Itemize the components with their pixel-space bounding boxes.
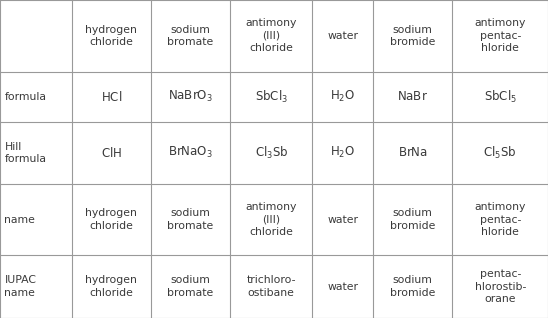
Text: $\mathrm{SbCl_5}$: $\mathrm{SbCl_5}$ — [484, 89, 517, 105]
Text: $\mathrm{NaBr}$: $\mathrm{NaBr}$ — [397, 90, 429, 103]
Text: name: name — [4, 215, 35, 225]
Text: hydrogen
chloride: hydrogen chloride — [85, 275, 138, 298]
Text: $\mathrm{SbCl_3}$: $\mathrm{SbCl_3}$ — [255, 89, 288, 105]
Text: Hill
formula: Hill formula — [4, 142, 47, 164]
Text: pentac-
hlorostib-
orane: pentac- hlorostib- orane — [475, 269, 526, 304]
Text: sodium
bromide: sodium bromide — [390, 275, 436, 298]
Text: $\mathrm{H_2O}$: $\mathrm{H_2O}$ — [330, 89, 356, 104]
Text: water: water — [327, 215, 358, 225]
Text: formula: formula — [4, 92, 47, 102]
Text: $\mathrm{Cl_5Sb}$: $\mathrm{Cl_5Sb}$ — [483, 145, 517, 161]
Text: sodium
bromate: sodium bromate — [168, 208, 214, 231]
Text: water: water — [327, 282, 358, 292]
Text: $\mathrm{HCl}$: $\mathrm{HCl}$ — [101, 90, 122, 104]
Text: hydrogen
chloride: hydrogen chloride — [85, 208, 138, 231]
Text: antimony
pentac-
hloride: antimony pentac- hloride — [475, 18, 526, 53]
Text: sodium
bromide: sodium bromide — [390, 208, 436, 231]
Text: sodium
bromide: sodium bromide — [390, 24, 436, 47]
Text: trichloro-
ostibane: trichloro- ostibane — [247, 275, 296, 298]
Text: $\mathrm{H_2O}$: $\mathrm{H_2O}$ — [330, 145, 356, 160]
Text: sodium
bromate: sodium bromate — [168, 24, 214, 47]
Text: IUPAC
name: IUPAC name — [4, 275, 36, 298]
Text: antimony
(III)
chloride: antimony (III) chloride — [246, 202, 297, 237]
Text: water: water — [327, 31, 358, 41]
Text: sodium
bromate: sodium bromate — [168, 275, 214, 298]
Text: $\mathrm{NaBrO_3}$: $\mathrm{NaBrO_3}$ — [168, 89, 213, 104]
Text: $\mathrm{Cl_3Sb}$: $\mathrm{Cl_3Sb}$ — [254, 145, 288, 161]
Text: hydrogen
chloride: hydrogen chloride — [85, 24, 138, 47]
Text: $\mathrm{ClH}$: $\mathrm{ClH}$ — [101, 146, 122, 160]
Text: antimony
(III)
chloride: antimony (III) chloride — [246, 18, 297, 53]
Text: $\mathrm{BrNaO_3}$: $\mathrm{BrNaO_3}$ — [168, 145, 213, 160]
Text: $\mathrm{BrNa}$: $\mathrm{BrNa}$ — [398, 146, 428, 159]
Text: antimony
pentac-
hloride: antimony pentac- hloride — [475, 202, 526, 237]
